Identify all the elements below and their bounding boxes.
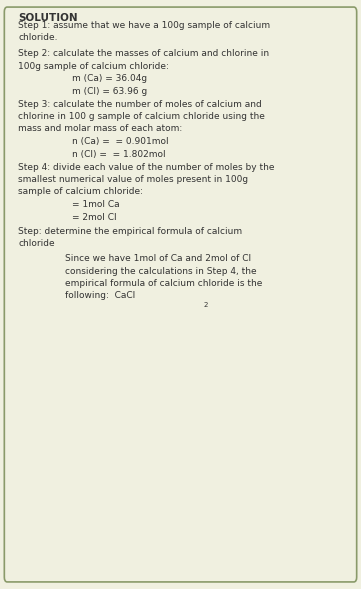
Text: Step 3: calculate the number of moles of calcium and
chlorine in 100 g sample of: Step 3: calculate the number of moles of… <box>18 100 265 133</box>
Text: 2: 2 <box>204 302 208 307</box>
FancyBboxPatch shape <box>4 7 357 582</box>
Text: Step: determine the empirical formula of calcium
chloride: Step: determine the empirical formula of… <box>18 227 242 248</box>
Text: m (Ca) = 36.04g: m (Ca) = 36.04g <box>72 74 147 82</box>
Text: Step 2: calculate the masses of calcium and chlorine in
100g sample of calcium c: Step 2: calculate the masses of calcium … <box>18 49 269 71</box>
Text: n (Cl) =  = 1.802mol: n (Cl) = = 1.802mol <box>72 150 166 158</box>
Text: Since we have 1mol of Ca and 2mol of Cl
considering the calculations in Step 4, : Since we have 1mol of Ca and 2mol of Cl … <box>65 254 262 300</box>
Text: n (Ca) =  = 0.901mol: n (Ca) = = 0.901mol <box>72 137 169 145</box>
Text: Step 4: divide each value of the number of moles by the
smallest numerical value: Step 4: divide each value of the number … <box>18 163 275 196</box>
Text: m (Cl) = 63.96 g: m (Cl) = 63.96 g <box>72 87 147 95</box>
Text: SOLUTION: SOLUTION <box>18 13 78 23</box>
Text: Step 1: assume that we have a 100g sample of calcium
chloride.: Step 1: assume that we have a 100g sampl… <box>18 21 270 42</box>
Text: = 1mol Ca: = 1mol Ca <box>72 200 120 209</box>
Text: = 2mol Cl: = 2mol Cl <box>72 213 117 222</box>
